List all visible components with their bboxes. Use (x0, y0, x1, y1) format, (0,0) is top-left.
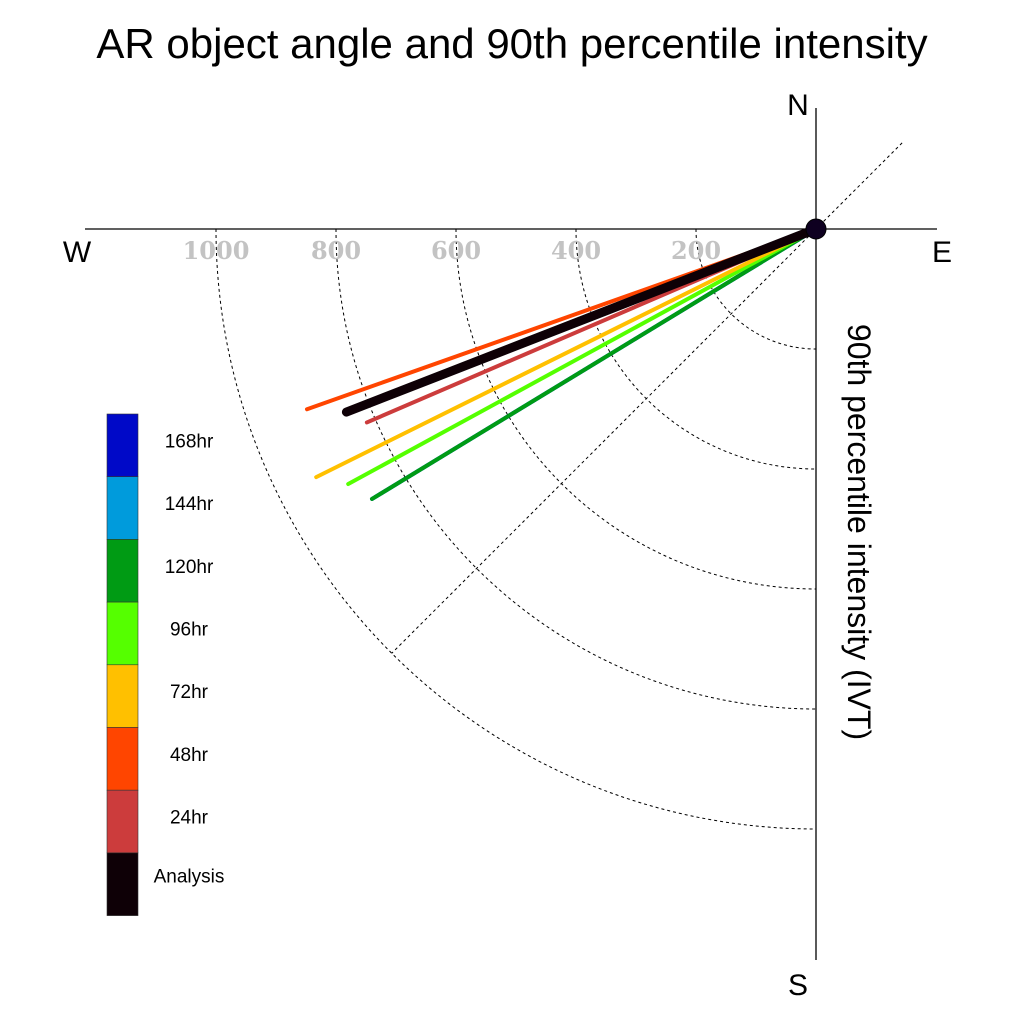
radial-tick-label: 400 (551, 236, 601, 265)
compass-north: N (787, 89, 809, 122)
series-line-120hr (370, 227, 818, 501)
legend-swatch-168hr (106, 413, 139, 478)
legend-swatch-96hr (106, 601, 139, 666)
grid-arc (215, 228, 817, 830)
axes (85, 108, 937, 960)
radial-tick-label: 800 (311, 236, 361, 265)
grid-diagonal (391, 142, 903, 654)
compass-south: S (788, 969, 808, 1002)
series-lines (304, 224, 821, 501)
legend-swatch-24hr (106, 789, 139, 854)
radial-tick-label: 1000 (183, 236, 250, 265)
center-marker (805, 218, 827, 240)
compass-east: E (932, 236, 952, 269)
legend-label-120hr: 120hr (165, 557, 214, 578)
grid-arc (695, 228, 817, 350)
radial-tick-label: 600 (431, 236, 481, 265)
legend-swatch-120hr (106, 539, 139, 603)
chart-title: AR object angle and 90th percentile inte… (96, 20, 927, 67)
compass-west: W (63, 236, 92, 269)
legend-swatch-analysis (106, 852, 139, 916)
radial-tick-labels: 200 400 600 800 1000 (183, 236, 721, 265)
legend: 168hr 144hr 120hr 96hr 72hr 48hr 24hr Analysis (106, 413, 225, 916)
legend-label-144hr: 144hr (165, 494, 214, 515)
legend-swatch-72hr (106, 664, 139, 728)
origin-marker (805, 218, 827, 240)
series-line-72hr (314, 227, 818, 480)
legend-label-96hr: 96hr (170, 619, 209, 640)
series-line-analysis (341, 224, 821, 417)
legend-label-analysis: Analysis (154, 866, 225, 887)
radial-tick-label: 200 (671, 236, 721, 265)
legend-label-72hr: 72hr (170, 682, 209, 703)
legend-label-168hr: 168hr (165, 431, 214, 452)
series-line-96hr (346, 227, 818, 487)
legend-label-48hr: 48hr (170, 745, 209, 766)
legend-swatch-48hr (106, 727, 139, 791)
legend-label-24hr: 24hr (170, 808, 209, 829)
radial-axis-label: 90th percentile intensity (IVT) (841, 324, 877, 740)
legend-swatch-144hr (106, 476, 139, 540)
